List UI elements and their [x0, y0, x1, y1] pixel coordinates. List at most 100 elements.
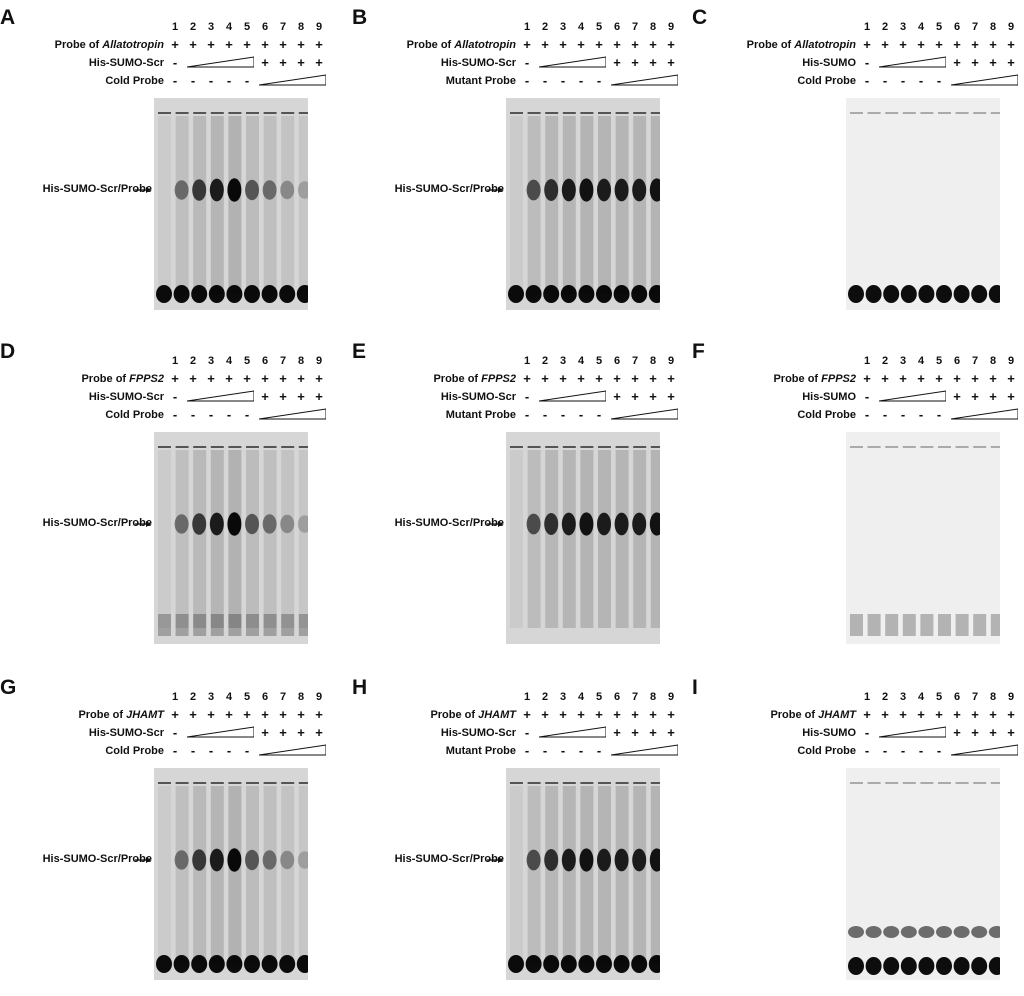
shifted-complex-band — [632, 178, 647, 202]
free-probe-band — [578, 955, 595, 973]
increasing-amount-wedge — [611, 744, 678, 756]
shifted-complex-band — [245, 179, 259, 201]
probe-prefix: Probe of — [78, 709, 127, 721]
competitor-row-label: Cold Probe — [797, 75, 856, 87]
free-probe-band — [936, 926, 952, 938]
lane-smear — [527, 116, 541, 294]
shifted-complex-band — [632, 848, 647, 872]
free-probe-band — [953, 926, 970, 938]
protein-row-label: His-SUMO-Scr — [88, 391, 164, 403]
free-probe-band — [990, 614, 1000, 636]
competitor-row-label: Mutant Probe — [445, 75, 516, 87]
protein-row: His-SUMO-Scr - + + + + — [0, 726, 340, 740]
probe-prefix: Probe of — [81, 373, 130, 385]
gel-well — [193, 446, 207, 448]
plus-sign: + — [559, 371, 567, 386]
plus-sign: + — [953, 55, 961, 70]
shifted-complex-band — [262, 180, 277, 200]
free-probe-band — [848, 285, 864, 303]
free-probe-band — [973, 614, 987, 636]
free-probe-band — [296, 955, 308, 973]
increasing-amount-wedge — [259, 408, 326, 420]
panel-f: F 1 2 3 4 5 6 7 8 9 Probe of FPPS2 + + + + + + + + + His-SUM… — [692, 340, 1024, 660]
lane-number: 2 — [881, 21, 889, 33]
lane-number: 3 — [899, 21, 907, 33]
minus-sign: - — [882, 743, 888, 758]
plus-sign: + — [667, 37, 675, 52]
plus-sign: + — [279, 725, 287, 740]
gel-background — [506, 768, 660, 980]
gel-well — [175, 782, 189, 784]
lane-number: 6 — [261, 355, 269, 367]
lane-smear — [598, 116, 611, 294]
free-probe-band — [596, 955, 612, 973]
probe-row-label: Probe of FPPS2 — [81, 372, 164, 386]
gel-well — [867, 782, 881, 784]
free-probe-band — [848, 926, 864, 938]
gel-well — [850, 782, 863, 784]
free-probe-band — [971, 957, 988, 975]
lane-smear — [263, 786, 277, 964]
plus-sign: + — [559, 37, 567, 52]
probe-prefix: Probe of — [430, 709, 479, 721]
minus-sign: - — [244, 73, 250, 88]
increasing-amount-wedge — [879, 390, 946, 402]
increasing-amount-wedge — [951, 408, 1018, 420]
shifted-complex-band — [632, 512, 647, 536]
plus-sign: + — [225, 707, 233, 722]
minus-sign: - — [190, 407, 196, 422]
plus-sign: + — [667, 55, 675, 70]
free-probe-band — [281, 614, 295, 636]
gel-image — [846, 768, 1000, 980]
gene-name: JHAMT — [818, 709, 856, 721]
plus-sign: + — [1007, 371, 1015, 386]
gel-image — [506, 432, 660, 644]
plus-sign: + — [261, 725, 269, 740]
competitor-row: Cold Probe - - - - - — [692, 408, 1024, 422]
lane-smear — [615, 450, 629, 628]
plus-sign: + — [297, 371, 305, 386]
minus-sign: - — [244, 407, 250, 422]
lane-smear — [263, 450, 277, 628]
plus-sign: + — [207, 37, 215, 52]
free-probe-band — [175, 614, 189, 636]
lane-number: 5 — [243, 21, 251, 33]
shifted-complex-band — [544, 179, 559, 201]
lane-number: 1 — [171, 355, 179, 367]
free-probe-band — [246, 614, 259, 636]
gel-well — [598, 782, 611, 784]
gel-well — [562, 782, 576, 784]
shifted-complex-band — [544, 849, 559, 871]
free-probe-band — [865, 926, 882, 938]
gel-background — [154, 768, 308, 980]
plus-sign: + — [971, 37, 979, 52]
minus-sign: - — [560, 407, 566, 422]
gel-well — [920, 112, 934, 114]
gel-well — [263, 782, 277, 784]
gel-well — [598, 112, 611, 114]
plus-sign: + — [279, 37, 287, 52]
minus-sign: - — [918, 407, 924, 422]
shifted-complex-band — [297, 851, 308, 869]
increasing-amount-wedge — [539, 390, 606, 402]
shifted-complex-band — [561, 178, 576, 202]
plus-sign: + — [649, 389, 657, 404]
protein-row-label: His-SUMO — [802, 727, 856, 739]
free-probe-band — [296, 285, 308, 303]
lane-number: 5 — [243, 355, 251, 367]
gel-well — [158, 782, 171, 784]
plus-sign: + — [989, 371, 997, 386]
competitor-row: Cold Probe - - - - - — [692, 744, 1024, 758]
shifted-complex-band — [597, 848, 611, 872]
plus-sign: + — [667, 725, 675, 740]
gene-name: FPPS2 — [481, 373, 516, 385]
minus-sign: - — [524, 725, 530, 740]
plus-sign: + — [899, 37, 907, 52]
panel-letter: D — [0, 340, 16, 363]
shifted-complex-band — [227, 848, 242, 872]
free-probe-band — [158, 614, 171, 636]
panel-letter: C — [692, 6, 708, 29]
minus-sign: - — [882, 407, 888, 422]
